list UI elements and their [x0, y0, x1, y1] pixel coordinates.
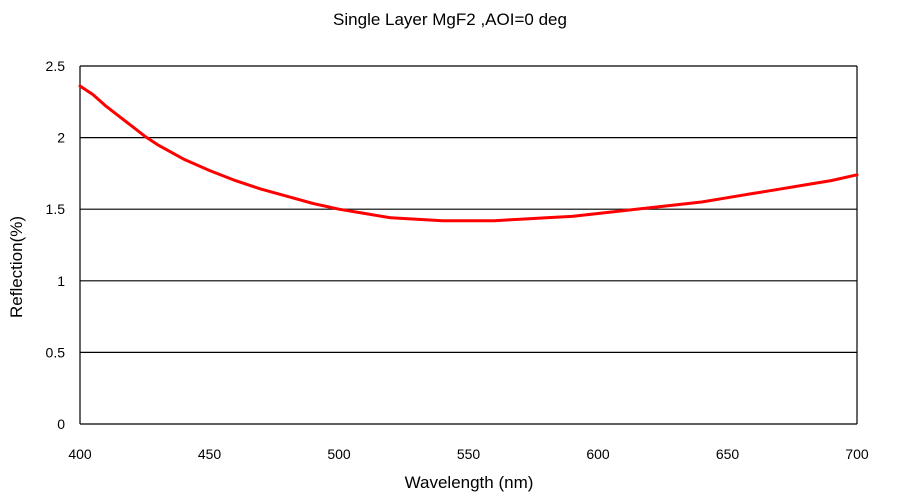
x-tick-label: 700 — [845, 446, 869, 462]
y-tick-labels: 0 0.5 1 1.5 2 2.5 — [46, 58, 66, 432]
x-axis-label: Wavelength (nm) — [405, 473, 534, 492]
grid-lines — [79, 65, 858, 425]
y-tick-label: 1 — [57, 273, 65, 289]
x-tick-label: 500 — [327, 446, 351, 462]
y-tick-label: 2 — [57, 130, 65, 146]
y-tick-label: 0 — [57, 416, 65, 432]
series-lines — [78, 84, 859, 223]
x-tick-label: 550 — [457, 446, 481, 462]
y-tick-label: 0.5 — [46, 344, 66, 360]
y-tick-label: 2.5 — [46, 58, 66, 74]
x-tick-label: 450 — [198, 446, 222, 462]
series-line-0 — [78, 84, 859, 223]
x-tick-label: 650 — [716, 446, 740, 462]
chart-title: Single Layer MgF2 ,AOI=0 deg — [333, 10, 567, 29]
x-tick-label: 400 — [68, 446, 92, 462]
x-tick-label: 600 — [586, 446, 610, 462]
y-tick-label: 1.5 — [46, 201, 66, 217]
x-tick-labels: 400 450 500 550 600 650 700 — [68, 446, 869, 462]
y-axis-label: Reflection(%) — [7, 216, 26, 318]
